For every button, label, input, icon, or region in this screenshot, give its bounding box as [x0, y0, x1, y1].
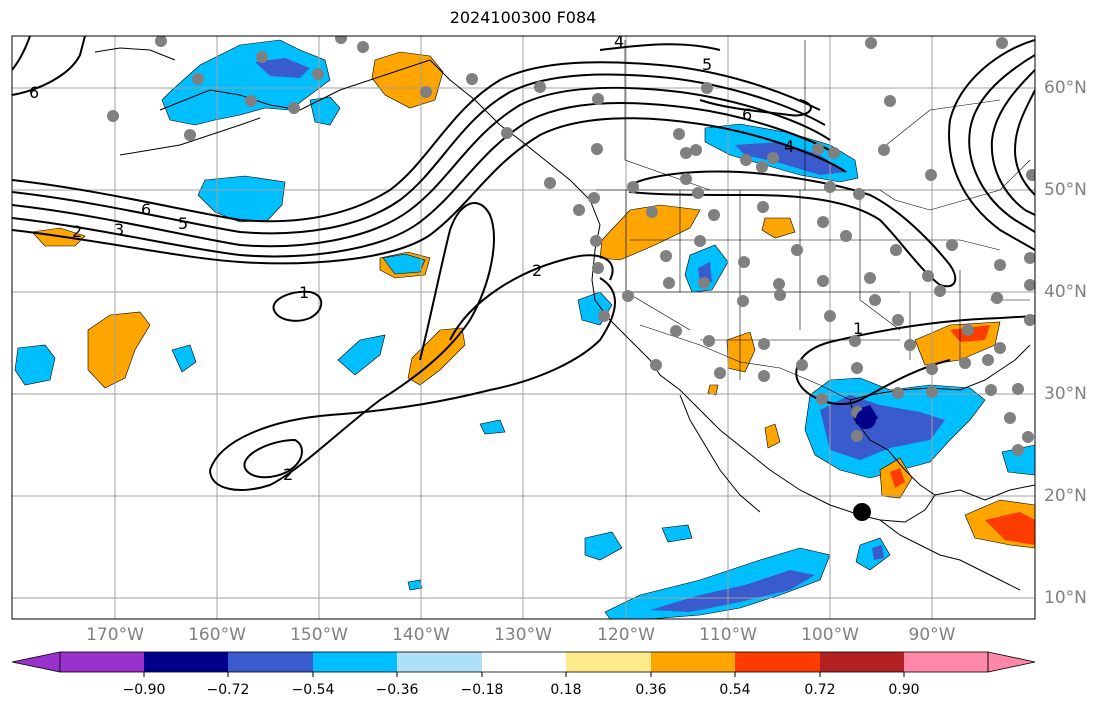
map-frame	[11, 35, 1036, 620]
positive-anomaly-region	[726, 331, 756, 373]
latitude-label: 30°N	[1044, 384, 1087, 404]
contour-label: 6	[141, 200, 151, 219]
negative-anomaly-region	[337, 334, 386, 376]
negative-anomaly-region	[407, 579, 423, 591]
positive-anomaly-region	[761, 217, 796, 239]
negative-anomaly-core	[872, 545, 884, 560]
colorbar-tick-label: −0.72	[206, 682, 250, 698]
colorbar-high-extension	[987, 651, 1036, 673]
longitude-label: 130°W	[494, 625, 552, 645]
contour-label-group: 6 4 5 6 4 6 3 5 2 2 1 2 1	[29, 32, 863, 484]
contour-label: 3	[114, 220, 124, 239]
marker-dot	[856, 409, 876, 429]
positive-anomaly-region	[707, 384, 719, 396]
latitude-label: 40°N	[1044, 282, 1087, 302]
negative-anomaly-region	[604, 547, 831, 619]
contour-label: 6	[29, 83, 39, 102]
colorbar-tick-label: 0.36	[635, 682, 667, 698]
colorbar-tick-label: −0.54	[291, 682, 335, 698]
colorbar-tick-label: 0.72	[804, 682, 836, 698]
longitude-label: 100°W	[801, 625, 859, 645]
colorbar	[11, 651, 1036, 677]
map-title: 2024100300 F084	[449, 8, 597, 27]
negative-anomaly-core	[650, 570, 815, 612]
negative-anomaly-region	[382, 253, 426, 275]
colorbar-tick-label: −0.36	[375, 682, 419, 698]
colorbar-outline	[59, 651, 989, 673]
colorbar-segment	[820, 652, 904, 672]
contour-label: 4	[614, 32, 624, 51]
negative-anomaly-region	[1001, 444, 1035, 476]
political-borders	[596, 40, 1031, 401]
contour-label: 2	[532, 261, 542, 280]
colorbar-segment	[566, 652, 651, 672]
station-dots	[107, 36, 1035, 456]
negative-anomaly-region	[197, 175, 286, 223]
longitude-label: 110°W	[699, 625, 757, 645]
contour-label: 4	[784, 137, 794, 156]
longitude-label: 160°W	[188, 625, 246, 645]
colorbar-segment	[313, 652, 397, 672]
colorbar-tick-label: −0.18	[460, 682, 504, 698]
contour-label: 6	[742, 105, 752, 124]
marker-dot	[853, 503, 871, 521]
colorbar-segment	[397, 652, 482, 672]
positive-anomaly-core	[890, 468, 905, 488]
negative-anomaly-region	[309, 96, 341, 126]
anomaly-fills	[14, 39, 1035, 619]
negative-anomaly-region	[14, 344, 56, 386]
positive-anomaly-region	[87, 311, 151, 389]
colorbar-segment	[735, 652, 820, 672]
negative-anomaly-region	[584, 531, 623, 561]
latitude-label: 60°N	[1044, 78, 1087, 98]
positive-anomaly-core	[985, 512, 1035, 545]
longitude-label: 170°W	[86, 625, 144, 645]
positive-anomaly-region	[764, 423, 781, 449]
contour-label: 2	[72, 222, 82, 241]
longitude-label: 90°W	[908, 625, 956, 645]
negative-anomaly-region	[661, 524, 693, 543]
longitude-label: 140°W	[392, 625, 450, 645]
latitude-label: 10°N	[1044, 588, 1087, 608]
colorbar-segment	[651, 652, 735, 672]
colorbar-segment	[144, 652, 228, 672]
colorbar-tick-label: 0.54	[719, 682, 751, 698]
longitude-label: 120°W	[597, 625, 655, 645]
contour-lines	[12, 36, 1035, 491]
negative-anomaly-region	[171, 344, 197, 373]
negative-anomaly-core	[735, 142, 845, 175]
latitude-label: 20°N	[1044, 486, 1087, 506]
negative-anomaly-region	[479, 419, 506, 435]
negative-anomaly-core	[255, 58, 310, 78]
colorbar-low-extension	[11, 651, 61, 673]
colorbar-segment	[482, 652, 566, 672]
positive-anomaly-region	[371, 51, 444, 109]
colorbar-tick-label: −0.90	[122, 682, 166, 698]
contour-label: 5	[702, 55, 712, 74]
negative-anomaly-region	[161, 39, 331, 126]
contour-label: 1	[299, 283, 309, 302]
colorbar-tick-label: 0.18	[550, 682, 582, 698]
colorbar-tick-label: 0.90	[888, 682, 920, 698]
contour-label: 1	[853, 319, 863, 338]
colorbar-segment	[228, 652, 313, 672]
contour-label: 5	[178, 214, 188, 233]
latitude-label: 50°N	[1044, 180, 1087, 200]
colorbar-segment	[60, 652, 144, 672]
contour-label: 2	[283, 465, 293, 484]
longitude-label: 150°W	[290, 625, 348, 645]
colorbar-segment	[904, 652, 988, 672]
